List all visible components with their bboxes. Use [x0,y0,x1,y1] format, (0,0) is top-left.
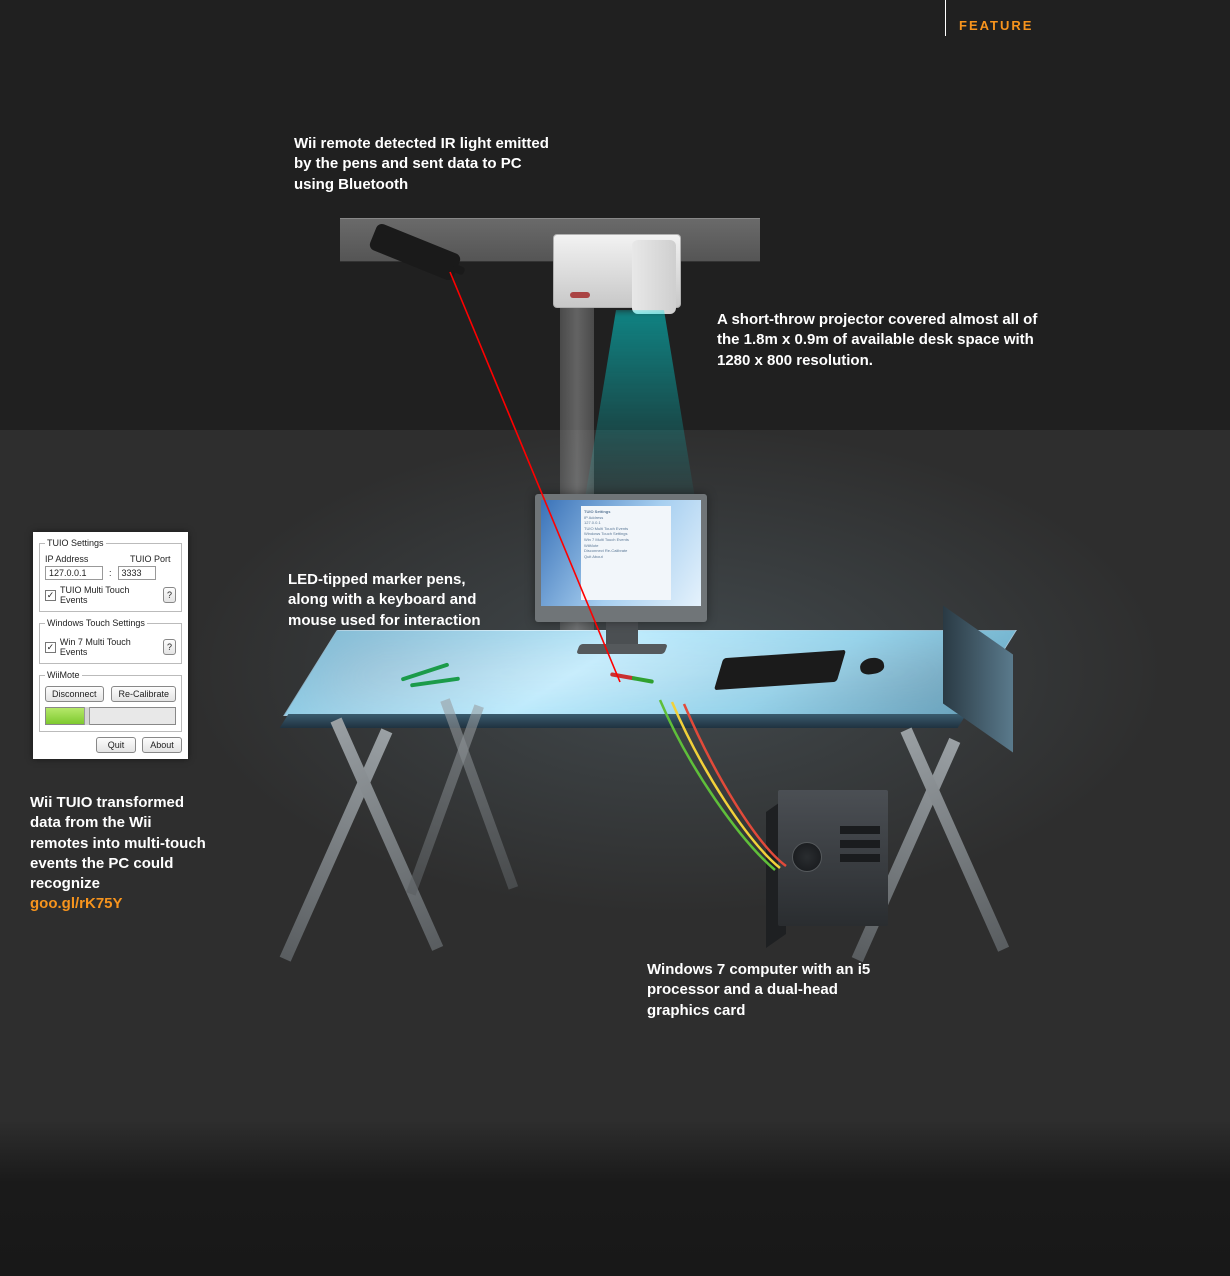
tuio-multi-checkbox[interactable]: ✓ [45,590,56,601]
callout-pc: Windows 7 computer with an i5 processor … [647,960,887,1021]
callout-projector: A short-throw projector covered almost a… [717,310,1047,371]
progress-handle[interactable] [84,707,90,725]
windows-touch-group: Windows Touch Settings ✓ Win 7 Multi Tou… [39,618,182,664]
disconnect-button[interactable]: Disconnect [45,686,104,702]
windows-touch-title: Windows Touch Settings [45,618,147,628]
callout-wiimote: Wii remote detected IR light emitted by … [294,134,554,195]
pc-vent [840,840,880,848]
recalibrate-button[interactable]: Re-Calibrate [111,686,176,702]
wiimote-group: WiiMote Disconnect Re-Calibrate [39,670,182,732]
tuio-settings-window: TUIO Settings IP Address TUIO Port 127.0… [33,532,188,759]
monitor-screen: TUIO SettingsIP Address127.0.0.1TUIO Mul… [541,500,701,606]
footer-gradient [0,1120,1230,1276]
tuio-settings-title: TUIO Settings [45,538,106,548]
pc-vent [840,826,880,834]
colon: : [107,568,114,578]
wiimote-title: WiiMote [45,670,82,680]
pc-fan-icon [792,842,822,872]
tuio-settings-group: TUIO Settings IP Address TUIO Port 127.0… [39,538,182,612]
callout-tuio-text: Wii TUIO transformed data from the Wii r… [30,794,206,892]
progress-fill [46,708,87,724]
feature-tag: FEATURE [959,18,1033,33]
pc-tower [778,790,888,926]
callout-pens: LED-tipped marker pens, along with a key… [288,570,498,631]
port-label: TUIO Port [130,554,176,564]
desk-surface [283,630,1017,716]
callout-tuio-link[interactable]: goo.gl/rK75Y [30,895,123,912]
header-rule [945,0,946,36]
pc-vent [840,854,880,862]
port-input[interactable]: 3333 [118,566,156,580]
projector-indicator [570,292,590,298]
monitor: TUIO SettingsIP Address127.0.0.1TUIO Mul… [535,494,707,622]
monitor-mini-window: TUIO SettingsIP Address127.0.0.1TUIO Mul… [581,506,671,600]
tuio-multi-label: TUIO Multi Touch Events [60,585,159,605]
ip-label: IP Address [45,554,126,564]
win7-multi-label: Win 7 Multi Touch Events [60,637,159,657]
desk-front-edge [280,714,967,728]
callout-tuio: Wii TUIO transformed data from the Wii r… [30,793,210,915]
tuio-help-button[interactable]: ? [163,587,176,603]
monitor-stand [606,620,638,646]
monitor-base [576,644,668,654]
quit-button[interactable]: Quit [96,737,136,753]
projector-lens-housing [632,240,676,314]
about-button[interactable]: About [142,737,182,753]
wiimote-progress [45,707,176,725]
ip-input[interactable]: 127.0.0.1 [45,566,103,580]
win7-multi-checkbox[interactable]: ✓ [45,642,56,653]
win7-help-button[interactable]: ? [163,639,176,655]
